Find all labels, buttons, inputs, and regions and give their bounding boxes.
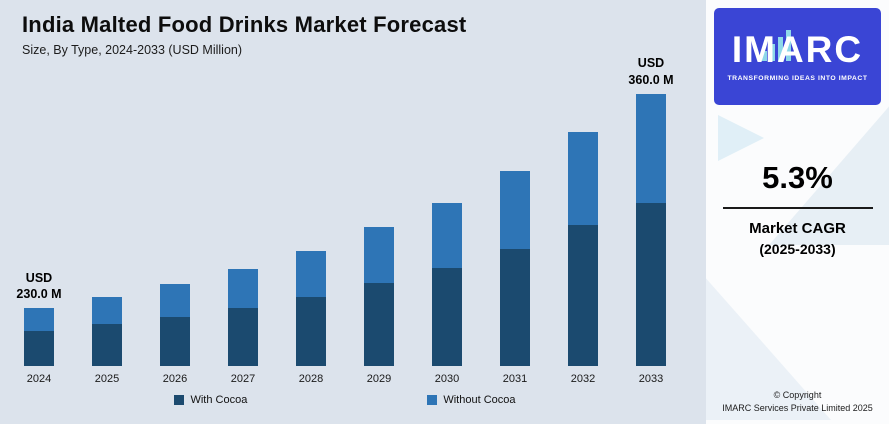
logo-wordmark: IMARC <box>731 29 864 70</box>
sidebar: IMARC TRANSFORMING IDEAS INTO IMPACT 5.3… <box>706 0 889 424</box>
segment-without-cocoa <box>24 308 54 332</box>
stacked-bar <box>636 93 666 366</box>
segment-without-cocoa <box>228 268 258 308</box>
stacked-bar <box>432 202 462 366</box>
divider <box>722 207 873 209</box>
stacked-bar <box>228 268 258 366</box>
legend-swatch-icon <box>427 395 438 405</box>
legend-swatch-icon <box>174 395 185 405</box>
x-axis-label: 2027 <box>230 373 256 385</box>
copyright-line2: IMARC Services Private Limited 2025 <box>722 402 873 413</box>
bar-cell-2029: 2029 <box>362 55 396 387</box>
segment-with-cocoa <box>364 282 394 366</box>
bar-cell-2026: 2026 <box>158 55 192 387</box>
page-title: India Malted Food Drinks Market Forecast <box>22 12 467 37</box>
segment-without-cocoa <box>364 227 394 283</box>
stacked-bar <box>24 308 54 366</box>
segment-without-cocoa <box>92 296 122 325</box>
cagr-block: 5.3% Market CAGR (2025-2033) <box>706 160 889 257</box>
logo-tagline: TRANSFORMING IDEAS INTO IMPACT <box>727 75 868 82</box>
stacked-bar <box>568 131 598 366</box>
x-axis-label: 2026 <box>162 373 188 385</box>
plot-area: USD 230.0 M 2024 2025 2026 2027 2028 2029 2030 20… <box>16 55 673 387</box>
x-axis-label: 2024 <box>26 373 52 385</box>
segment-with-cocoa <box>432 267 462 366</box>
stacked-bar <box>92 296 122 366</box>
segment-with-cocoa <box>296 296 326 366</box>
cagr-years: (2025-2033) <box>759 241 836 257</box>
x-axis-label: 2028 <box>298 373 324 385</box>
segment-without-cocoa <box>432 202 462 268</box>
segment-with-cocoa <box>92 324 122 366</box>
x-axis-label: 2025 <box>94 373 120 385</box>
copyright-line1: © Copyright <box>773 389 822 400</box>
legend-label: Without Cocoa <box>443 394 516 406</box>
bar-cell-2025: 2025 <box>90 55 124 387</box>
bar-cell-2028: 2028 <box>294 55 328 387</box>
x-axis-label: 2029 <box>366 373 392 385</box>
segment-with-cocoa <box>228 307 258 366</box>
bar-cell-2030: 2030 <box>430 55 464 387</box>
cagr-label: Market CAGR <box>749 220 846 237</box>
x-axis-label: 2030 <box>434 373 460 385</box>
decorative-triangle <box>718 115 764 161</box>
x-axis-label: 2031 <box>502 373 528 385</box>
segment-with-cocoa <box>636 202 666 366</box>
bar-cell-2033: USD 360.0 M 2033 <box>628 55 673 387</box>
segment-without-cocoa <box>636 93 666 203</box>
bar-annotation: USD 360.0 M <box>628 56 674 87</box>
segment-with-cocoa <box>568 225 598 366</box>
stacked-bar <box>296 250 326 366</box>
segment-without-cocoa <box>296 250 326 297</box>
bar-cell-2032: 2032 <box>566 55 600 387</box>
bar-cell-2031: 2031 <box>498 55 532 387</box>
stacked-bar <box>364 227 394 366</box>
imarc-logo: IMARC TRANSFORMING IDEAS INTO IMPACT <box>714 8 881 105</box>
legend-label: With Cocoa <box>190 394 248 406</box>
bar-cell-2024: USD 230.0 M 2024 <box>16 55 61 387</box>
legend-item: With Cocoa <box>174 394 247 406</box>
bar-cell-2027: 2027 <box>226 55 260 387</box>
stacked-bar <box>500 171 530 366</box>
legend-item: Without Cocoa <box>427 394 516 406</box>
legend: With Cocoa Without Cocoa <box>22 394 668 406</box>
stacked-bar <box>160 283 190 366</box>
page-subtitle: Size, By Type, 2024-2033 (USD Million) <box>22 43 243 57</box>
bar-annotation: USD 230.0 M <box>16 270 62 302</box>
cagr-value: 5.3% <box>762 160 833 195</box>
segment-without-cocoa <box>568 131 598 226</box>
x-axis-label: 2032 <box>570 373 596 385</box>
x-axis-label: 2033 <box>638 373 664 385</box>
segment-with-cocoa <box>500 249 530 366</box>
copyright: © Copyright IMARC Services Private Limit… <box>706 389 889 415</box>
segment-with-cocoa <box>160 316 190 366</box>
segment-without-cocoa <box>500 171 530 250</box>
segment-with-cocoa <box>24 331 54 366</box>
logo-bars-icon <box>762 30 791 61</box>
segment-without-cocoa <box>160 283 190 317</box>
